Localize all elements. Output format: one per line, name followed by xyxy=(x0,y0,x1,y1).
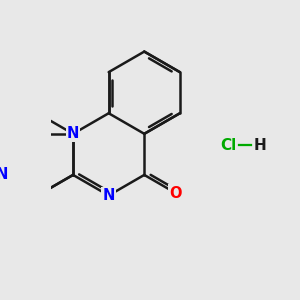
Text: N: N xyxy=(103,188,115,203)
Text: H: H xyxy=(254,137,266,152)
Text: N: N xyxy=(67,126,79,141)
Text: Cl: Cl xyxy=(220,137,236,152)
Text: N: N xyxy=(0,167,8,182)
Text: O: O xyxy=(169,185,182,200)
